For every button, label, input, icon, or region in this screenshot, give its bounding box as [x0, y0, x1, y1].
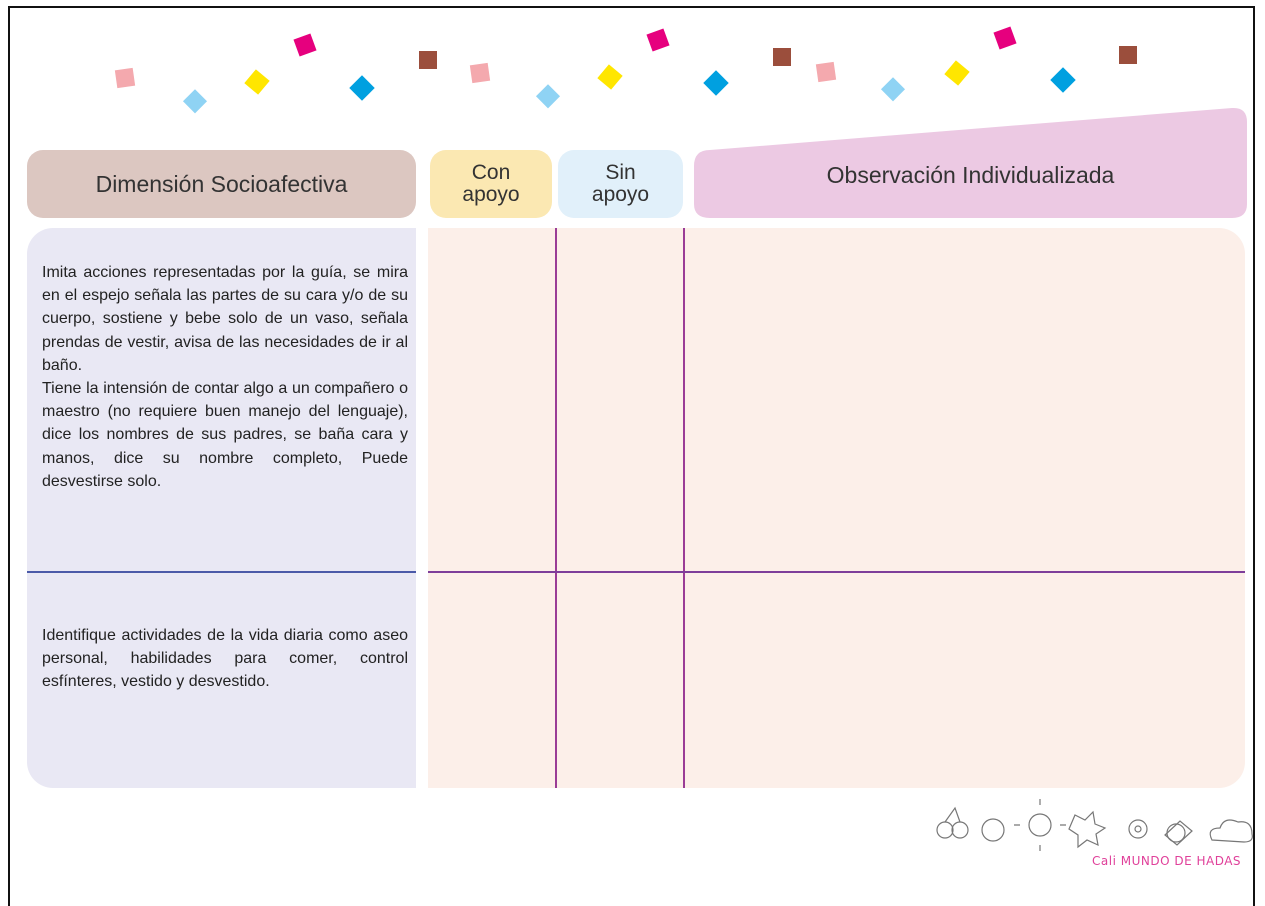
evaluation-grid — [428, 228, 1245, 788]
sin-apoyo-label: Sin apoyo — [591, 161, 650, 206]
con-apoyo-label: Con apoyo — [462, 161, 520, 206]
page-frame — [8, 6, 1255, 906]
paragraph: Imita acciones representadas por la guía… — [42, 264, 408, 374]
dimension-header: Dimensión Socioafectiva — [27, 150, 416, 218]
sin-apoyo-header: Sin apoyo — [558, 150, 683, 218]
paragraph: Tiene la intensión de contar algo a un c… — [42, 380, 408, 490]
con-apoyo-header: Con apoyo — [430, 150, 552, 218]
column-divider — [683, 228, 685, 788]
row-divider — [428, 571, 1245, 573]
brand: Cali MUNDO DE HADAS — [1092, 854, 1242, 868]
column-divider — [555, 228, 557, 788]
criteria-row-1: Imita acciones representadas por la guía… — [42, 261, 408, 493]
paragraph: Identifique actividades de la vida diari… — [42, 627, 408, 691]
observation-header: Observación Individualizada — [826, 162, 1115, 188]
criteria-row-2: Identifique actividades de la vida diari… — [42, 624, 408, 694]
row-divider — [27, 571, 416, 573]
criteria-panel: Imita acciones representadas por la guía… — [27, 228, 416, 788]
observation-header-bg — [694, 107, 1247, 218]
footer-icons — [936, 799, 1253, 851]
confetti — [114, 26, 1137, 114]
